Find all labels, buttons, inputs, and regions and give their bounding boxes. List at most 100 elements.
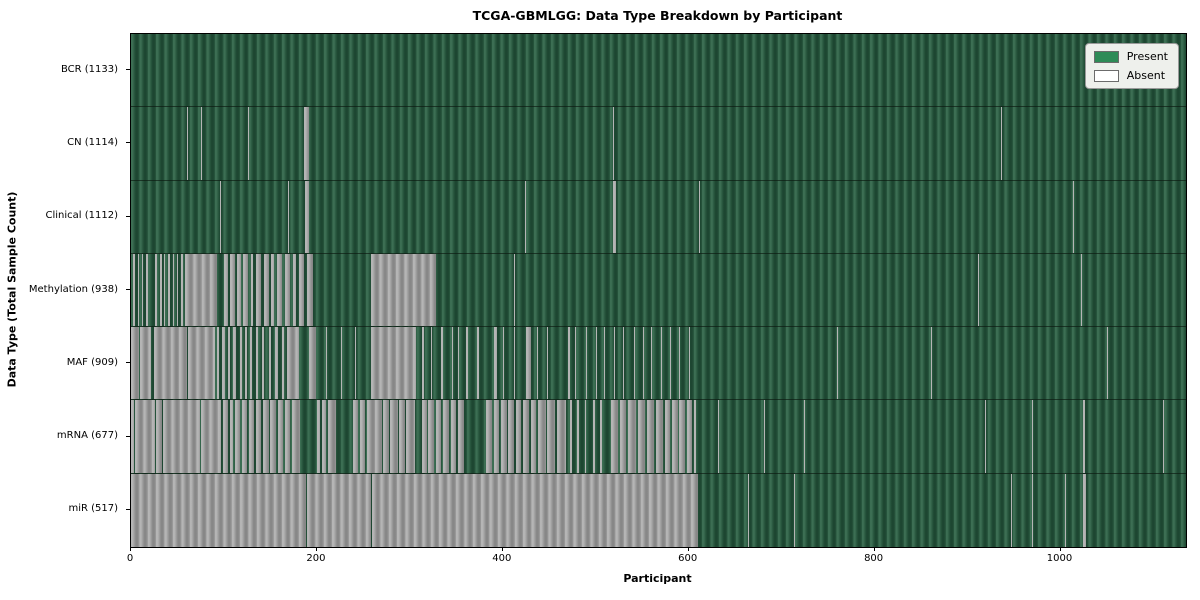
absent-segment — [600, 400, 603, 473]
absent-segment — [164, 253, 166, 327]
absent-segment — [577, 400, 579, 473]
absent-segment — [664, 400, 671, 473]
absent-segment — [508, 400, 514, 473]
absent-segment — [328, 400, 337, 473]
absent-segment — [646, 400, 655, 473]
absent-segment — [633, 327, 635, 400]
y-tick — [126, 289, 130, 290]
legend-entry-absent: Absent — [1093, 69, 1168, 82]
x-tick-label-200: 200 — [306, 553, 326, 564]
absent-segment — [306, 253, 314, 327]
absent-segment — [137, 253, 140, 327]
absent-segment — [718, 400, 720, 473]
absent-segment — [235, 400, 240, 473]
absent-segment — [556, 400, 566, 473]
absent-segment — [1106, 327, 1108, 400]
absent-segment — [367, 400, 375, 473]
absent-segment — [670, 327, 672, 400]
absent-segment — [187, 327, 215, 400]
absent-segment — [227, 327, 230, 400]
absent-segment — [538, 400, 546, 473]
absent-segment — [162, 400, 200, 473]
data-row-methylation — [131, 253, 1186, 328]
absent-segment — [223, 400, 228, 473]
absent-segment — [443, 400, 449, 473]
absent-segment — [292, 253, 297, 327]
data-row-clinical — [131, 180, 1186, 254]
absent-segment — [686, 400, 693, 473]
absent-segment — [233, 327, 237, 400]
absent-segment — [229, 400, 234, 473]
absent-segment — [281, 327, 285, 400]
absent-segment — [371, 473, 698, 547]
absent-segment — [303, 107, 309, 180]
data-row-mrna — [131, 400, 1186, 474]
absent-segment — [285, 253, 290, 327]
y-tick-label-clinical: Clinical (1112) — [45, 210, 119, 222]
absent-segment — [604, 327, 606, 400]
absent-segment — [451, 327, 453, 400]
y-tick — [126, 215, 130, 217]
absent-segment — [584, 400, 587, 473]
absent-segment — [271, 253, 275, 327]
absent-segment — [985, 400, 987, 473]
absent-segment — [285, 400, 290, 473]
absent-segment — [569, 400, 572, 473]
absent-segment — [450, 400, 457, 473]
absent-segment — [140, 327, 151, 400]
rows-container — [131, 34, 1186, 547]
plot-area: Present Absent — [130, 33, 1187, 548]
absent-segment — [155, 253, 157, 327]
absent-segment — [637, 400, 645, 473]
absent-segment — [177, 253, 179, 327]
y-tick — [126, 435, 130, 437]
y-tick — [126, 508, 130, 510]
absent-segment — [355, 327, 356, 400]
absent-segment — [977, 253, 979, 327]
absent-segment — [222, 327, 225, 400]
absent-segment — [592, 400, 595, 473]
absent-segment — [1080, 253, 1082, 327]
absent-segment — [1011, 473, 1013, 547]
y-tick-label-methylation: Methylation (938) — [28, 283, 118, 295]
absent-segment — [390, 400, 398, 473]
absent-segment — [370, 327, 417, 400]
absent-segment — [134, 400, 156, 473]
absent-segment — [341, 327, 342, 400]
absent-segment — [1082, 400, 1085, 473]
absent-segment — [398, 400, 406, 473]
absent-segment — [1082, 473, 1086, 547]
absent-segment — [229, 107, 231, 180]
absent-segment — [243, 253, 249, 327]
absent-segment — [698, 180, 700, 253]
absent-segment — [547, 327, 549, 400]
x-tick — [687, 547, 689, 551]
absent-segment — [803, 400, 805, 473]
x-tick-label-400: 400 — [492, 553, 512, 564]
absent-segment — [679, 327, 681, 400]
absent-segment — [241, 400, 248, 473]
legend: Present Absent — [1084, 43, 1179, 89]
data-row-mir — [131, 473, 1186, 547]
absent-segment — [321, 400, 327, 473]
absent-segment — [428, 400, 434, 473]
y-tick-label-maf: MAF (909) — [66, 356, 118, 368]
y-tick — [126, 69, 130, 71]
x-tick — [501, 547, 503, 551]
absent-segment — [622, 327, 624, 400]
absent-segment — [526, 327, 531, 400]
absent-segment — [181, 253, 184, 327]
absent-segment — [610, 400, 619, 473]
absent-segment — [239, 327, 242, 400]
x-tick-label-1000: 1000 — [1046, 553, 1073, 564]
x-tick-label-0: 0 — [126, 553, 134, 564]
x-tick — [130, 547, 131, 551]
absent-segment — [1065, 473, 1067, 547]
legend-entry-present: Present — [1093, 50, 1168, 63]
absent-segment — [370, 253, 436, 327]
absent-segment — [291, 400, 301, 473]
absent-segment — [656, 400, 663, 473]
absent-segment — [523, 400, 529, 473]
absent-segment — [255, 327, 259, 400]
absent-segment — [688, 327, 690, 400]
